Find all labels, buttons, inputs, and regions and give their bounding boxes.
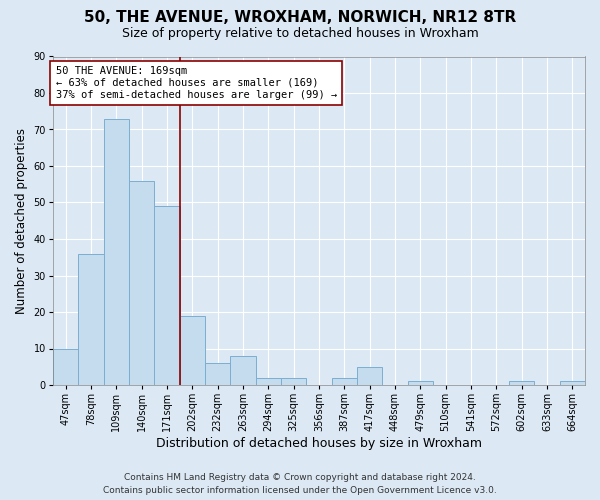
Text: Contains HM Land Registry data © Crown copyright and database right 2024.
Contai: Contains HM Land Registry data © Crown c… (103, 474, 497, 495)
Text: 50 THE AVENUE: 169sqm
← 63% of detached houses are smaller (169)
37% of semi-det: 50 THE AVENUE: 169sqm ← 63% of detached … (56, 66, 337, 100)
Bar (205, 363, 230, 385)
Bar (179, 316, 205, 385)
Bar (78, 254, 104, 385)
Bar (281, 378, 306, 385)
Y-axis label: Number of detached properties: Number of detached properties (15, 128, 28, 314)
X-axis label: Distribution of detached houses by size in Wroxham: Distribution of detached houses by size … (156, 437, 482, 450)
Bar (53, 348, 78, 385)
Bar (154, 206, 179, 385)
Bar (332, 378, 357, 385)
Bar (256, 378, 281, 385)
Text: 50, THE AVENUE, WROXHAM, NORWICH, NR12 8TR: 50, THE AVENUE, WROXHAM, NORWICH, NR12 8… (84, 10, 516, 25)
Bar (230, 356, 256, 385)
Bar (509, 382, 535, 385)
Bar (560, 382, 585, 385)
Bar (129, 180, 154, 385)
Text: Size of property relative to detached houses in Wroxham: Size of property relative to detached ho… (122, 28, 478, 40)
Bar (407, 382, 433, 385)
Bar (104, 118, 129, 385)
Bar (357, 367, 382, 385)
